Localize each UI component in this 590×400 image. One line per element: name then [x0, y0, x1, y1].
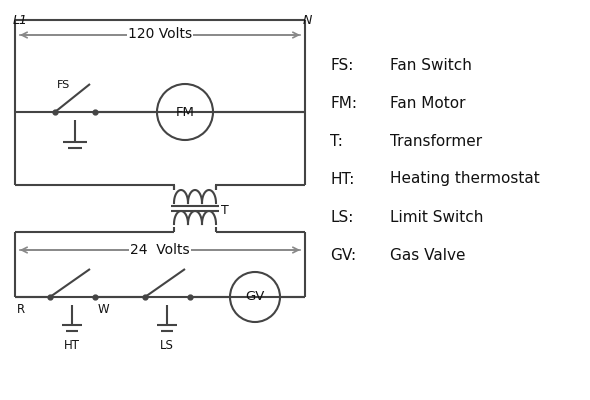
Text: LS: LS [160, 339, 174, 352]
Text: Transformer: Transformer [390, 134, 482, 148]
Text: 24  Volts: 24 Volts [130, 243, 190, 257]
Text: N: N [302, 14, 312, 27]
Text: HT: HT [64, 339, 80, 352]
Text: FM:: FM: [330, 96, 357, 110]
Text: L1: L1 [13, 14, 28, 27]
Text: FM: FM [176, 106, 195, 118]
Text: Limit Switch: Limit Switch [390, 210, 483, 224]
Text: FS: FS [57, 80, 70, 90]
Text: T:: T: [330, 134, 343, 148]
Text: 120 Volts: 120 Volts [128, 27, 192, 41]
Text: GV: GV [245, 290, 265, 304]
Text: FS:: FS: [330, 58, 353, 72]
Text: T: T [221, 204, 229, 216]
Text: Gas Valve: Gas Valve [390, 248, 466, 262]
Text: W: W [98, 303, 110, 316]
Text: GV:: GV: [330, 248, 356, 262]
Text: R: R [17, 303, 25, 316]
Text: Fan Switch: Fan Switch [390, 58, 472, 72]
Text: Heating thermostat: Heating thermostat [390, 172, 540, 186]
Text: Fan Motor: Fan Motor [390, 96, 466, 110]
Text: LS:: LS: [330, 210, 353, 224]
Text: HT:: HT: [330, 172, 355, 186]
